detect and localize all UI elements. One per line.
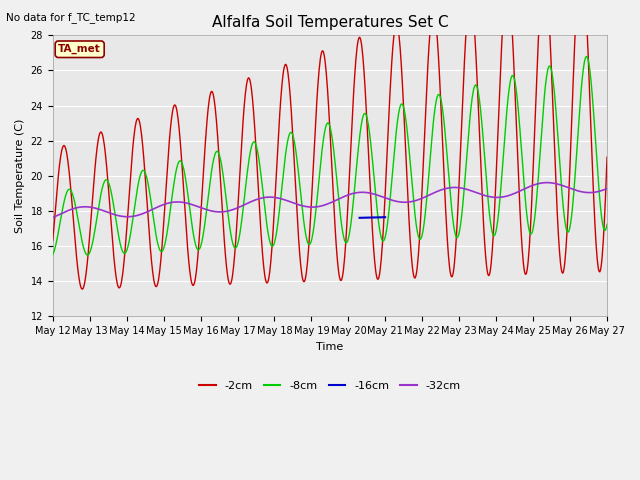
- Text: No data for f_TC_temp12: No data for f_TC_temp12: [6, 12, 136, 23]
- Title: Alfalfa Soil Temperatures Set C: Alfalfa Soil Temperatures Set C: [212, 15, 448, 30]
- X-axis label: Time: Time: [316, 342, 344, 352]
- Text: TA_met: TA_met: [58, 44, 101, 54]
- Legend: -2cm, -8cm, -16cm, -32cm: -2cm, -8cm, -16cm, -32cm: [195, 376, 465, 395]
- Y-axis label: Soil Temperature (C): Soil Temperature (C): [15, 119, 25, 233]
